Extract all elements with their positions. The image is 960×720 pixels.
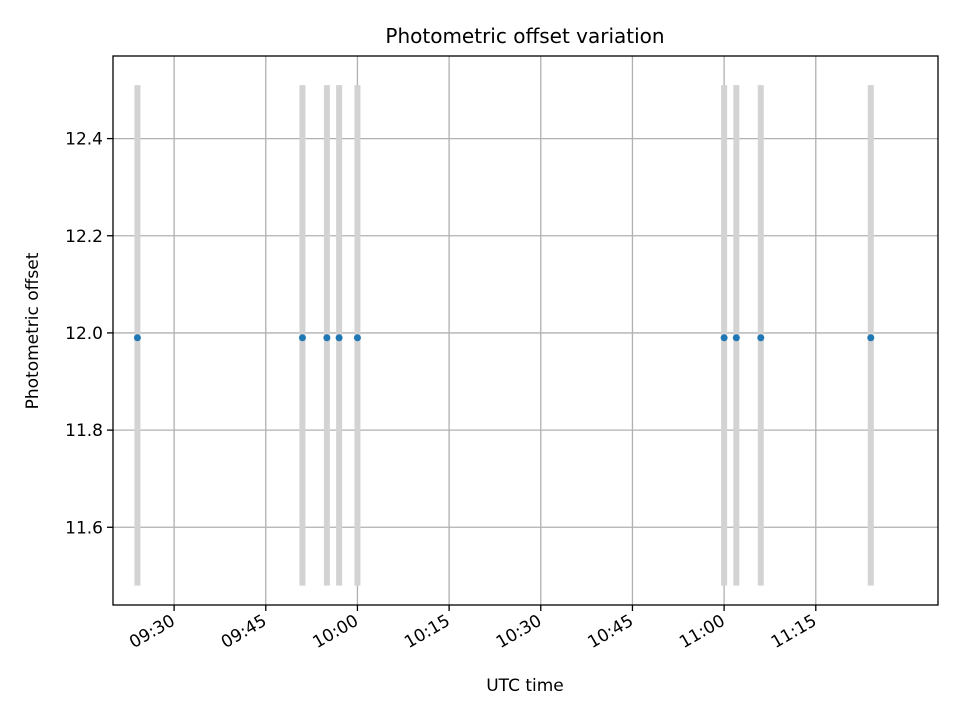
data-points — [133, 334, 875, 342]
chart-title: Photometric offset variation — [385, 24, 664, 48]
data-point — [732, 334, 740, 342]
y-tick-label: 11.6 — [65, 518, 103, 538]
data-point — [133, 334, 141, 342]
data-point — [867, 334, 875, 342]
data-point — [335, 334, 343, 342]
data-point — [757, 334, 765, 342]
y-axis-label: Photometric offset — [23, 252, 43, 409]
y-tick-label: 11.8 — [65, 421, 103, 441]
y-tick-label: 12.0 — [65, 324, 103, 344]
data-point — [720, 334, 728, 342]
y-tick-label: 12.4 — [65, 130, 103, 150]
x-axis-label: UTC time — [486, 676, 564, 696]
data-point — [353, 334, 361, 342]
y-tick-label: 12.2 — [65, 227, 103, 247]
data-point — [298, 334, 306, 342]
plot-frame — [112, 55, 939, 606]
y-axis-ticks: 11.6 11.8 12.0 12.2 12.4 — [65, 130, 113, 538]
data-point — [323, 334, 331, 342]
